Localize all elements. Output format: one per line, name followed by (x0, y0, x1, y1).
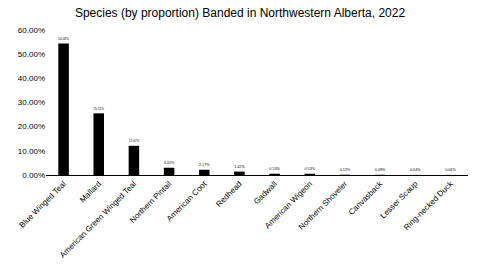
svg-text:60.00%: 60.00% (18, 26, 45, 35)
svg-text:Ring-necked Duck: Ring-necked Duck (402, 179, 455, 232)
svg-text:Mallard: Mallard (78, 179, 103, 204)
svg-text:0.09%: 0.09% (375, 168, 386, 172)
svg-text:10.00%: 10.00% (18, 147, 45, 156)
svg-text:American Green Winged Teal: American Green Winged Teal (58, 179, 138, 259)
svg-text:Redhead: Redhead (214, 179, 243, 208)
svg-text:3.01%: 3.01% (164, 161, 175, 165)
svg-text:0.04%: 0.04% (445, 168, 456, 172)
svg-text:1.42%: 1.42% (234, 165, 245, 169)
svg-text:40.00%: 40.00% (18, 74, 45, 83)
svg-text:25.52%: 25.52% (93, 107, 104, 111)
svg-text:Northern Pintail: Northern Pintail (128, 179, 174, 225)
svg-text:Canvasback: Canvasback (347, 179, 385, 217)
svg-text:12.07%: 12.07% (129, 139, 140, 143)
svg-text:0.00%: 0.00% (22, 171, 45, 180)
svg-text:54.44%: 54.44% (58, 37, 69, 41)
svg-text:20.00%: 20.00% (18, 122, 45, 131)
svg-text:Species (by proportion) Banded: Species (by proportion) Banded in Northw… (75, 6, 406, 20)
svg-text:2.17%: 2.17% (199, 163, 210, 167)
svg-text:American Wigeon: American Wigeon (263, 179, 314, 230)
svg-text:Gadwall: Gadwall (252, 179, 279, 206)
svg-text:30.00%: 30.00% (18, 98, 45, 107)
svg-text:0.04%: 0.04% (410, 168, 421, 172)
svg-text:0.13%: 0.13% (340, 168, 351, 172)
svg-text:Blue Winged Teal: Blue Winged Teal (18, 179, 68, 229)
svg-text:American Coot: American Coot (165, 179, 209, 223)
svg-text:0.53%: 0.53% (304, 167, 315, 171)
svg-text:Northern Shoveler: Northern Shoveler (297, 179, 350, 232)
svg-text:Lesser Scaup: Lesser Scaup (379, 179, 420, 220)
svg-text:50.00%: 50.00% (18, 50, 45, 59)
svg-text:0.53%: 0.53% (269, 167, 280, 171)
